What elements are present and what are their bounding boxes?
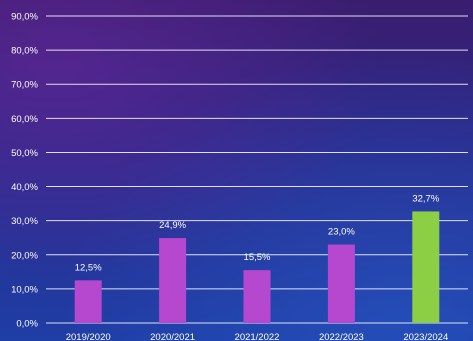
y-tick-label: 50,0% [11, 148, 38, 159]
x-tick-label: 2023/2024 [403, 332, 448, 341]
bar [412, 211, 440, 323]
bar [74, 280, 102, 323]
x-tick-label: 2022/2023 [319, 332, 364, 341]
bar [159, 238, 187, 323]
x-tick-label: 2020/2021 [150, 332, 195, 341]
y-tick-label: 70,0% [11, 80, 38, 91]
y-tick-label: 10,0% [11, 284, 38, 295]
x-tick-label: 2019/2020 [66, 332, 111, 341]
data-label: 12,5% [75, 262, 102, 273]
y-tick-label: 60,0% [11, 114, 38, 125]
data-label: 32,7% [412, 193, 439, 204]
bar [243, 270, 271, 323]
y-tick-label: 0,0% [16, 319, 38, 330]
y-tick-label: 90,0% [11, 12, 38, 23]
y-tick-label: 80,0% [11, 46, 38, 57]
data-label: 24,9% [159, 220, 186, 231]
y-tick-label: 40,0% [11, 182, 38, 193]
y-tick-label: 20,0% [11, 250, 38, 261]
data-label: 15,5% [244, 252, 271, 263]
x-tick-label: 2021/2022 [235, 332, 280, 341]
data-label: 23,0% [328, 227, 355, 238]
y-tick-label: 30,0% [11, 216, 38, 227]
bar [327, 244, 355, 323]
